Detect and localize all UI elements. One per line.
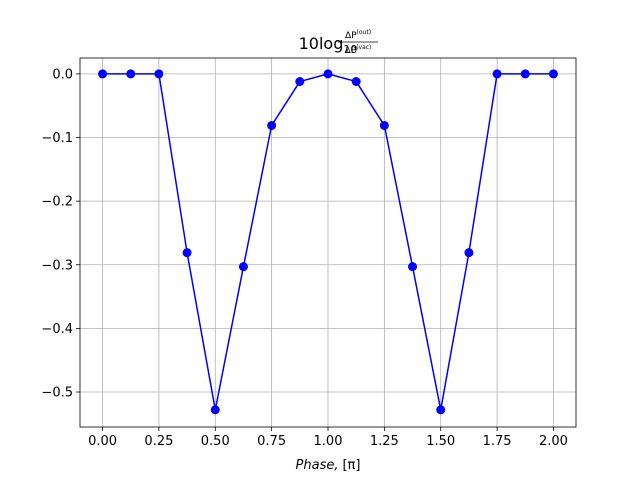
y-tick-label: −0.4 — [41, 322, 73, 337]
data-point — [98, 69, 108, 79]
data-point — [351, 77, 361, 87]
x-tick-label: 0.25 — [144, 434, 173, 449]
x-tick-label: 0.00 — [88, 434, 117, 449]
data-point — [548, 69, 558, 79]
title-numerator: ΔP(out) — [345, 29, 371, 41]
data-point — [295, 77, 305, 87]
y-tick-label: 0.0 — [52, 67, 73, 82]
data-point — [464, 248, 474, 258]
x-tick-label: 0.75 — [257, 434, 286, 449]
ticks: 0.00 0.25 0.50 0.75 1.00 1.25 1.50 1.75 2.00 0.0 −… — [41, 67, 568, 449]
title-denominator: ΔP(vac) — [345, 44, 372, 56]
chart-title: 10log10 — [299, 34, 358, 56]
data-point — [210, 405, 220, 415]
data-point — [492, 69, 502, 79]
data-point — [436, 405, 446, 415]
data-point — [154, 69, 164, 79]
x-axis-label: Phase, [π] — [296, 458, 361, 473]
x-tick-label: 1.25 — [370, 434, 399, 449]
y-tick-label: −0.5 — [41, 386, 73, 401]
title-prefix: 10log — [299, 34, 344, 53]
data-point — [408, 262, 418, 272]
grid-lines — [80, 58, 576, 427]
x-tick-label: 1.00 — [314, 434, 343, 449]
data-point — [379, 120, 389, 130]
y-tick-label: −0.3 — [41, 258, 73, 273]
series-layer — [98, 69, 558, 415]
data-point — [267, 120, 277, 130]
x-tick-label: 0.50 — [201, 434, 230, 449]
x-tick-label: 1.75 — [483, 434, 512, 449]
data-point — [182, 248, 192, 258]
data-point — [323, 69, 333, 79]
title-fraction: ΔP(out) ΔP(vac) — [338, 29, 378, 56]
y-tick-label: −0.2 — [41, 195, 73, 210]
data-point — [520, 69, 530, 79]
x-axis-label-unit: [π] — [342, 458, 360, 473]
x-tick-label: 2.00 — [539, 434, 568, 449]
x-tick-label: 1.50 — [426, 434, 455, 449]
y-tick-label: −0.1 — [41, 131, 73, 146]
data-point — [126, 69, 136, 79]
data-point — [238, 262, 248, 272]
x-axis-label-italic: Phase, — [296, 458, 339, 473]
title-subscript: 10 — [343, 43, 357, 56]
